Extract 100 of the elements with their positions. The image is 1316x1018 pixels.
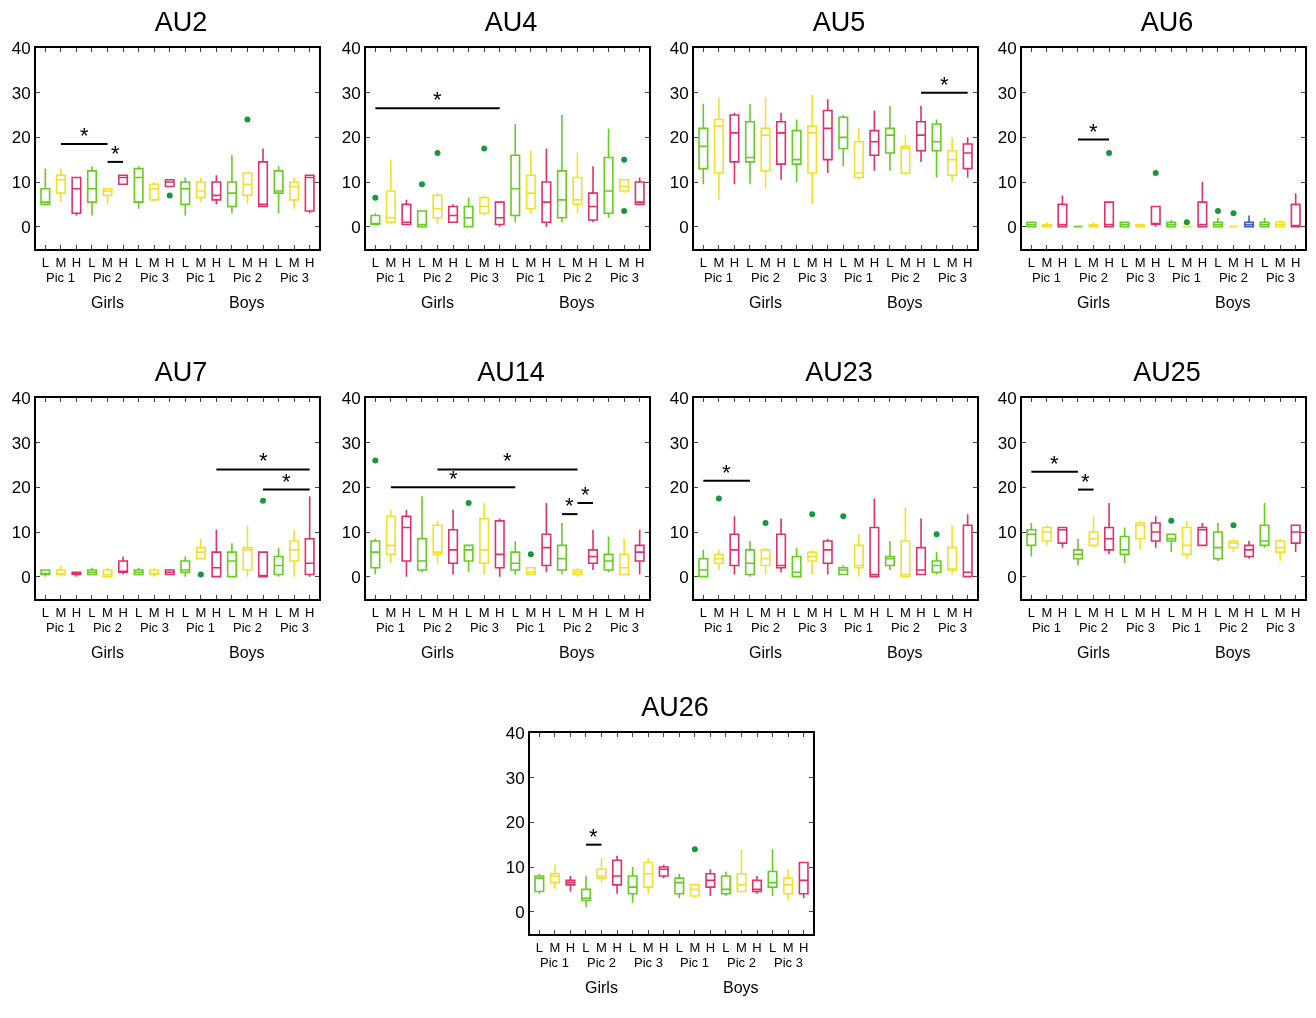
x-tick-label: H — [304, 254, 315, 270]
x-tick-label: H — [118, 604, 128, 620]
x-tick-label: H — [71, 604, 82, 620]
y-tick-label: 0 — [679, 217, 689, 237]
text: Pic 3 — [280, 270, 309, 285]
annotation: * — [259, 448, 268, 473]
x-tick-label: H — [304, 604, 315, 620]
x-tick-label: M — [55, 604, 67, 620]
y-tick-label: 0 — [21, 217, 31, 237]
x-tick-label: M — [288, 604, 300, 620]
x-tick-label: M — [1041, 254, 1053, 270]
x-tick-label: M — [102, 604, 113, 620]
x-tick-label: L — [1027, 604, 1035, 620]
x-tick-label: H — [823, 604, 833, 620]
x-tick-label: L — [135, 604, 143, 620]
text: Pic 1 — [680, 955, 709, 970]
x-tick-label: L — [418, 604, 426, 620]
x-tick-label: L — [558, 604, 566, 620]
text: Pic 2 — [1079, 270, 1108, 285]
x-tick-label: H — [588, 254, 598, 270]
x-tick-label: M — [853, 604, 865, 620]
x-tick-label: M — [549, 939, 561, 955]
annotation: * — [589, 824, 598, 849]
x-tick-label: H — [211, 254, 222, 270]
text: Pic 2 — [751, 620, 780, 635]
text: Boys — [559, 644, 595, 661]
text: Pic 3 — [798, 620, 827, 635]
x-tick-label: L — [1121, 254, 1129, 270]
chart-title: AU25 — [1133, 356, 1201, 387]
text: Pic 2 — [233, 620, 262, 635]
y-tick-label: 20 — [669, 128, 689, 148]
y-tick-label: 0 — [351, 567, 361, 587]
text: Pic 2 — [93, 270, 122, 285]
y-tick-label: 0 — [21, 567, 31, 587]
x-tick-label: M — [806, 604, 818, 620]
x-tick-label: M — [1274, 604, 1286, 620]
text: Pic 1 — [186, 620, 215, 635]
chart-title: AU23 — [805, 356, 873, 387]
x-tick-label: H — [495, 254, 505, 270]
y-tick-label: 40 — [11, 38, 31, 58]
text: Pic 2 — [423, 270, 452, 285]
text: Pic 3 — [1266, 270, 1295, 285]
text: Pic 3 — [938, 270, 967, 285]
x-tick-label: L — [886, 254, 894, 270]
text: Pic 2 — [1219, 270, 1248, 285]
x-tick-label: H — [71, 254, 82, 270]
y-tick-label: 20 — [669, 478, 689, 498]
x-tick-label: L — [371, 254, 379, 270]
x-tick-label: H — [869, 254, 880, 270]
x-tick-label: H — [962, 604, 973, 620]
text: Boys — [1215, 294, 1251, 311]
x-tick-label: L — [746, 604, 754, 620]
text: Pic 2 — [563, 620, 592, 635]
y-tick-label: 20 — [341, 478, 361, 498]
y-tick-label: 20 — [505, 813, 525, 833]
text: Boys — [559, 294, 595, 311]
text: Pic 3 — [140, 620, 169, 635]
text: Boys — [229, 644, 265, 661]
x-tick-label: M — [618, 604, 630, 620]
x-tick-label: H — [401, 254, 412, 270]
x-tick-label: M — [1181, 254, 1193, 270]
text: Girls — [421, 644, 454, 661]
annotation: * — [1050, 451, 1059, 476]
y-tick-label: 0 — [351, 217, 361, 237]
x-tick-label: H — [165, 254, 175, 270]
x-tick-label: H — [448, 604, 458, 620]
x-tick-label: L — [839, 604, 847, 620]
y-tick-label: 30 — [997, 433, 1017, 453]
x-tick-label: M — [1088, 254, 1099, 270]
x-tick-label: L — [511, 604, 519, 620]
x-tick-label: L — [582, 939, 590, 955]
x-tick-label: L — [932, 604, 941, 620]
x-tick-label: L — [699, 254, 707, 270]
x-tick-label: M — [900, 254, 911, 270]
y-tick-label: 30 — [341, 83, 361, 103]
x-tick-label: H — [118, 254, 128, 270]
x-tick-label: L — [511, 254, 519, 270]
text: Pic 2 — [587, 955, 616, 970]
x-tick-label: H — [776, 604, 786, 620]
text: Pic 2 — [1219, 620, 1248, 635]
x-tick-label: L — [629, 939, 637, 955]
text: Pic 1 — [186, 270, 215, 285]
x-tick-label: M — [242, 254, 253, 270]
text: Girls — [585, 979, 618, 996]
text: Pic 3 — [774, 955, 803, 970]
y-tick-label: 40 — [997, 38, 1017, 58]
text: Girls — [1077, 644, 1110, 661]
text: Pic 3 — [634, 955, 663, 970]
x-tick-label: L — [1074, 254, 1082, 270]
x-tick-label: L — [1027, 254, 1035, 270]
x-tick-label: M — [288, 254, 300, 270]
x-tick-label: M — [525, 604, 537, 620]
x-tick-label: M — [642, 939, 654, 955]
text: Boys — [887, 644, 923, 661]
text: Pic 1 — [1032, 620, 1061, 635]
x-tick-label: M — [806, 254, 818, 270]
x-tick-label: M — [148, 254, 160, 270]
y-tick-label: 30 — [341, 433, 361, 453]
y-tick-label: 10 — [669, 172, 689, 192]
x-tick-label: H — [634, 604, 645, 620]
